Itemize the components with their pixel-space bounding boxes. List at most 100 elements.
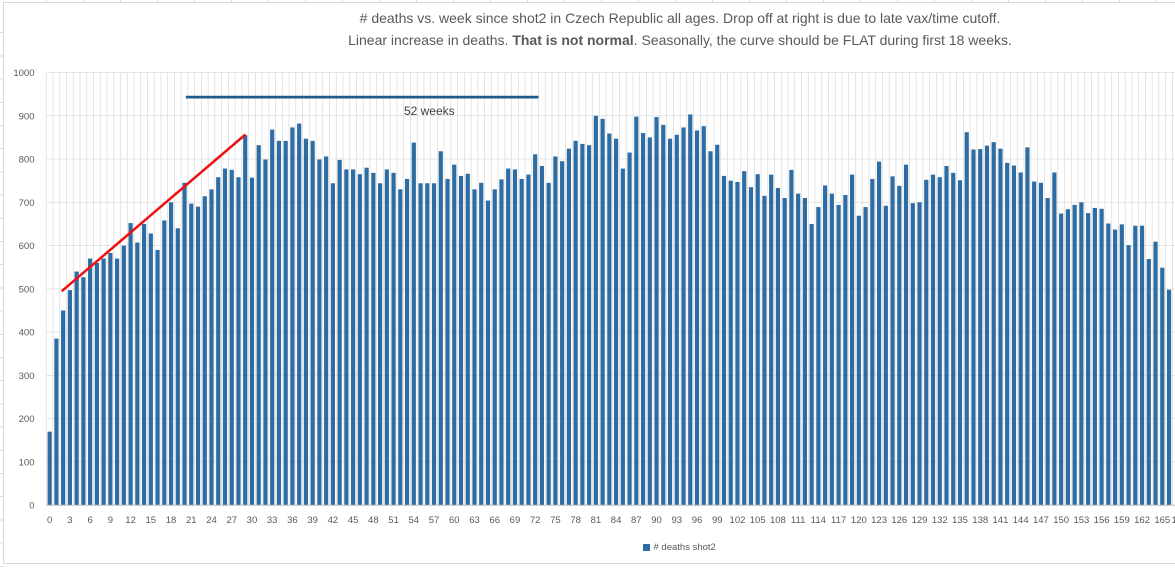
svg-text:45: 45: [348, 515, 359, 526]
bar: [324, 156, 329, 506]
bar: [465, 173, 470, 506]
svg-text:800: 800: [19, 155, 35, 166]
bar: [951, 172, 956, 506]
bar: [647, 137, 652, 506]
bar: [823, 185, 828, 506]
bar: [377, 183, 383, 506]
svg-text:144: 144: [1013, 515, 1029, 526]
svg-text:84: 84: [611, 515, 622, 526]
svg-text:126: 126: [891, 515, 907, 526]
bar: [209, 189, 214, 506]
bar: [917, 202, 922, 506]
bar: [47, 431, 52, 506]
bar: [728, 180, 733, 506]
bar: [903, 164, 909, 506]
bar: [1079, 202, 1084, 506]
svg-text:75: 75: [550, 515, 561, 526]
bar: [762, 195, 767, 506]
bar: [351, 169, 356, 506]
chart-border[interactable]: [3, 2, 1175, 564]
bar: [640, 133, 646, 506]
bars[interactable]: [47, 114, 1172, 506]
bar: [283, 140, 288, 506]
bar: [883, 205, 888, 506]
bar: [654, 117, 659, 506]
bar: [667, 138, 673, 506]
bar: [1133, 225, 1138, 506]
trendline: [61, 133, 246, 292]
bar: [829, 193, 834, 506]
bar: [634, 116, 639, 506]
bar: [67, 290, 73, 506]
bar: [526, 174, 531, 506]
legend[interactable]: # deaths shot2: [643, 542, 716, 553]
bar: [128, 223, 133, 506]
chart-title-line2: Linear increase in deaths. That is not n…: [348, 31, 1012, 48]
bar: [789, 169, 794, 506]
bar: [263, 159, 268, 506]
svg-text:48: 48: [368, 515, 379, 526]
bar: [1086, 213, 1091, 506]
bar: [937, 177, 942, 506]
bar: [88, 258, 93, 506]
bar: [856, 215, 861, 506]
svg-text:24: 24: [206, 515, 217, 526]
bar: [944, 165, 949, 506]
bar: [492, 189, 497, 506]
bar: [135, 242, 140, 506]
bar: [870, 178, 875, 506]
bar: [876, 161, 882, 506]
bar: [587, 145, 592, 506]
bar: [809, 223, 814, 506]
bar: [1059, 213, 1064, 506]
svg-text:57: 57: [429, 515, 440, 526]
bar: [243, 135, 248, 506]
bar: [418, 183, 423, 506]
bar: [964, 132, 969, 506]
bar: [276, 140, 282, 506]
bar: [54, 338, 59, 506]
bar: [256, 145, 261, 506]
bar: [189, 203, 194, 506]
svg-text:147: 147: [1033, 515, 1049, 526]
bar: [688, 114, 693, 506]
bar: [661, 124, 666, 506]
chart-title: # deaths vs. week since shot2 in Czech R…: [185, 8, 1175, 51]
bar: [930, 174, 936, 506]
bar: [957, 180, 963, 506]
bar: [715, 144, 720, 506]
bar: [1153, 241, 1158, 506]
bar: [802, 197, 808, 506]
svg-text:700: 700: [19, 198, 35, 209]
bar: [755, 174, 760, 506]
bar: [1099, 208, 1104, 506]
bar: [1018, 172, 1023, 506]
svg-text:39: 39: [307, 515, 318, 526]
bar: [61, 310, 66, 506]
svg-text:90: 90: [651, 515, 662, 526]
bar: [1011, 165, 1017, 506]
bar: [485, 200, 491, 506]
svg-text:300: 300: [19, 371, 35, 382]
bar: [1065, 209, 1070, 506]
x-axis-label-clipped: 1: [1172, 515, 1175, 526]
bar: [297, 123, 302, 506]
svg-text:93: 93: [671, 515, 682, 526]
svg-text:96: 96: [692, 515, 703, 526]
svg-text:600: 600: [19, 241, 35, 252]
svg-text:36: 36: [287, 515, 298, 526]
bar: [108, 252, 113, 506]
bar: [1092, 207, 1097, 506]
bar: [425, 183, 430, 506]
svg-text:12: 12: [125, 515, 136, 526]
svg-text:162: 162: [1134, 515, 1150, 526]
bar: [357, 174, 362, 506]
bar: [229, 169, 234, 506]
bar: [506, 168, 511, 506]
bar: [472, 189, 477, 506]
bar: [519, 178, 524, 506]
bar: [1146, 258, 1151, 506]
bar: [600, 118, 605, 506]
svg-text:1000: 1000: [13, 68, 34, 79]
